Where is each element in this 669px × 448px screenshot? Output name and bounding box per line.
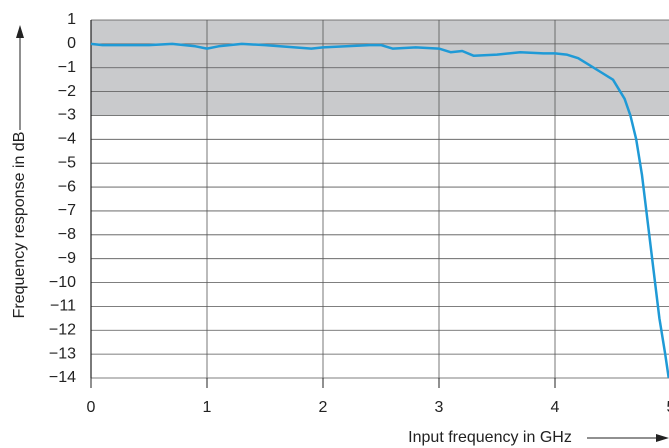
y-tick-label: −11 <box>50 298 76 315</box>
x-axis-label: Input frequency in GHz <box>408 429 572 446</box>
x-tick-label: 2 <box>319 399 328 416</box>
y-axis-label: Frequency response in dB <box>11 132 28 319</box>
y-tick-label: 0 <box>67 35 76 52</box>
y-tick-label: 1 <box>67 11 76 28</box>
y-tick-label: −10 <box>49 274 76 291</box>
y-tick-label: −1 <box>58 59 76 76</box>
x-arrow-head <box>656 434 669 442</box>
y-tick-label: −9 <box>58 250 76 267</box>
y-tick-label: −6 <box>58 178 76 195</box>
y-tick-label: −13 <box>49 345 76 362</box>
y-tick-label: −3 <box>58 107 76 124</box>
y-tick-label: −14 <box>49 369 76 386</box>
x-tick-label: 1 <box>203 399 212 416</box>
y-tick-label: −12 <box>49 321 76 338</box>
y-tick-label: −7 <box>58 202 76 219</box>
x-tick-label: 3 <box>435 399 444 416</box>
x-tick-label: 5 <box>667 399 669 416</box>
data-line <box>90 42 669 379</box>
y-tick-label: −8 <box>58 226 76 243</box>
y-tick-label: −2 <box>58 83 76 100</box>
y-arrow-head <box>16 25 24 38</box>
x-tick-label: 0 <box>87 399 96 416</box>
x-tick-label: 4 <box>551 399 560 416</box>
y-tick-label: −5 <box>58 154 76 171</box>
y-tick-label: −4 <box>58 131 76 148</box>
